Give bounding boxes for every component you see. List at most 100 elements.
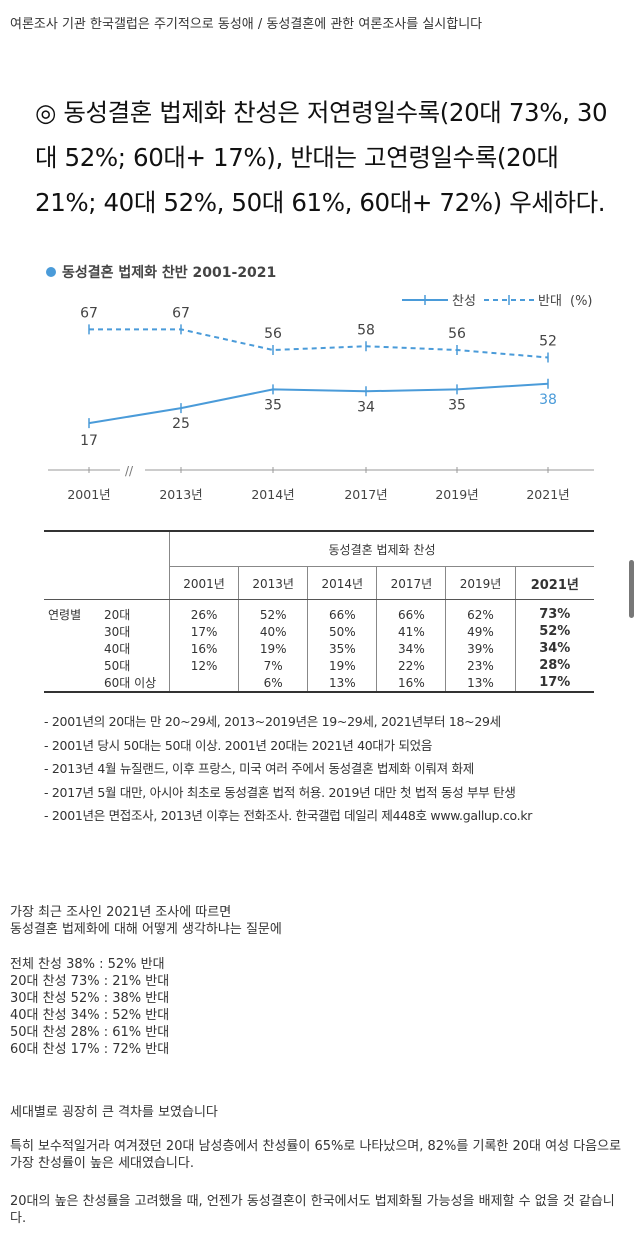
- table-corner: [44, 531, 170, 567]
- table-cell: 22%: [376, 657, 446, 674]
- table-cell: 52%: [514, 623, 594, 640]
- bullet-dot-icon: [46, 267, 56, 277]
- x-tick-label: 2019년: [435, 487, 478, 502]
- body-paragraph-3: 특히 보수적일거라 여겨졌던 20대 남성층에서 찬성률이 65%로 나타났으며…: [10, 1139, 622, 1171]
- table-cell: 34%: [376, 640, 446, 657]
- table-age: 30대: [104, 625, 131, 639]
- table-cell: 16%: [168, 640, 239, 657]
- table-year-0: 2001년: [168, 566, 239, 600]
- legend-label-series-1: 반대: [538, 294, 562, 309]
- series-line-0: [88, 382, 549, 425]
- intro-text: 여론조사 기관 한국갤럽은 주기적으로 동성애 / 동성결혼에 관한 여론조사를…: [10, 17, 483, 32]
- table-age: 20대: [104, 608, 131, 622]
- body-paragraph-2: 세대별로 굉장히 큰 격차를 보였습니다: [10, 1105, 218, 1120]
- axis-break: //: [125, 464, 134, 478]
- table-cell: 17%: [514, 674, 594, 692]
- table-cell: 40%: [238, 623, 308, 640]
- table-cell: 52%: [238, 599, 308, 623]
- table-cell: 50%: [307, 623, 377, 640]
- stat-line: 40대 찬성 34% : 52% 반대: [10, 1008, 170, 1023]
- data-label: 56: [448, 326, 466, 342]
- table-cell: 49%: [445, 623, 516, 640]
- data-label: 58: [357, 322, 375, 338]
- table-cell: 16%: [376, 674, 446, 692]
- table-year-2: 2014년: [307, 566, 377, 600]
- table-header: 동성결혼 법제화 찬성: [169, 531, 594, 567]
- table-cell: 28%: [514, 657, 594, 674]
- footnotes: - 2001년의 20대는 만 20~29세, 2013~2019년은 19~2…: [44, 710, 532, 828]
- table-cell: [168, 674, 239, 692]
- table-row-label: 30대: [44, 623, 170, 640]
- scrollbar-thumb[interactable]: [629, 560, 634, 618]
- x-tick-label: 2021년: [526, 487, 569, 502]
- table-cell: 23%: [445, 657, 516, 674]
- stat-line: 60대 찬성 17% : 72% 반대: [10, 1042, 170, 1057]
- body-line: 가장 최근 조사인 2021년 조사에 따르면: [10, 905, 232, 920]
- body-paragraph-1: 가장 최근 조사인 2021년 조사에 따르면 동성결혼 법제화에 대해 어떻게…: [10, 904, 282, 938]
- footnote: - 2017년 5월 대만, 아시아 최초로 동성결혼 법적 허용. 2019년…: [44, 784, 516, 800]
- table-cell: 39%: [445, 640, 516, 657]
- body-line: 동성결혼 법제화에 대해 어떻게 생각하냐는 질문에: [10, 922, 282, 937]
- table-age: 50대: [104, 659, 131, 673]
- series-line-1: [89, 328, 549, 359]
- footnote: - 2001년은 면접조사, 2013년 이후는 전화조사. 한국갤럽 데일리 …: [44, 808, 533, 823]
- legend-label-series-0: 찬성: [452, 294, 476, 309]
- data-label: 52: [539, 334, 557, 350]
- stat-line: 30대 찬성 52% : 38% 반대: [10, 991, 170, 1006]
- legend-unit: (%): [570, 294, 593, 309]
- table-year-1: 2013년: [238, 566, 308, 600]
- stat-line: 전체 찬성 38% : 52% 반대: [10, 957, 165, 972]
- table-group-label: 연령별: [48, 608, 82, 622]
- table-row-label: 연령별 20대: [44, 600, 170, 624]
- table-cell: 66%: [307, 599, 377, 623]
- stat-line: 50대 찬성 28% : 61% 반대: [10, 1025, 170, 1040]
- table-age: 40대: [104, 642, 131, 656]
- x-tick-label: 2017년: [344, 487, 387, 502]
- footnote: - 2001년의 20대는 만 20~29세, 2013~2019년은 19~2…: [44, 714, 501, 729]
- table-year-4: 2019년: [445, 566, 516, 600]
- table-row-label: 50대: [44, 657, 170, 674]
- table-cell: 13%: [307, 674, 377, 692]
- data-labels: 17 25 35 34 35 38 67 67 56 58 56 52: [80, 305, 557, 449]
- table-cell: 12%: [168, 657, 239, 674]
- data-label: 17: [80, 433, 98, 449]
- table-row-label: 60대 이상: [44, 674, 170, 692]
- table-cell: 41%: [376, 623, 446, 640]
- table-cell: 66%: [376, 599, 446, 623]
- footnote: - 2001년 당시 50대는 50대 이상. 2001년 20대는 2021년…: [44, 737, 433, 753]
- table-cell: 34%: [514, 640, 594, 657]
- stat-line: 20대 찬성 73% : 21% 반대: [10, 974, 170, 989]
- table-cell: 13%: [445, 674, 516, 692]
- table-cell: 62%: [445, 599, 516, 623]
- table-age: 60대 이상: [104, 676, 157, 690]
- x-tick-label: 2014년: [251, 487, 294, 502]
- data-label: 35: [264, 397, 282, 413]
- data-label: 67: [172, 305, 190, 321]
- data-label: 38: [539, 392, 557, 408]
- table-cell: 17%: [168, 623, 239, 640]
- data-label: 56: [264, 326, 282, 342]
- table-row-label: 40대: [44, 640, 170, 657]
- table-cell: 19%: [307, 657, 377, 674]
- table-cell: 6%: [238, 674, 308, 692]
- table-corner-2: [44, 566, 170, 600]
- table-cell: 7%: [238, 657, 308, 674]
- data-label: 25: [172, 416, 190, 432]
- data-label: 34: [357, 399, 375, 415]
- legend: 찬성 반대 (%): [402, 294, 593, 309]
- table-cell: 73%: [514, 599, 594, 623]
- table-year-3: 2017년: [376, 566, 446, 600]
- x-axis: // 2001년 2013년 2014년 2017년 2019년 2021년: [48, 464, 594, 502]
- headline: ◎ 동성결혼 법제화 찬성은 저연령일수록(20대 73%, 30대 52%; …: [35, 98, 608, 217]
- data-label: 67: [80, 305, 98, 321]
- body-paragraph-4: 20대의 높은 찬성률을 고려했을 때, 언젠가 동성결혼이 한국에서도 법제화…: [10, 1194, 615, 1226]
- table-cell: 19%: [238, 640, 308, 657]
- line-chart: 찬성 반대 (%) // 2001년 2013년 2014년 2017년 2019년 202…: [48, 294, 594, 502]
- stats-list: 전체 찬성 38% : 52% 반대 20대 찬성 73% : 21% 반대 3…: [10, 956, 169, 1058]
- data-label: 35: [448, 397, 466, 413]
- table-cell: 26%: [168, 599, 239, 623]
- footnote: - 2013년 4월 뉴질랜드, 이후 프랑스, 미국 여러 주에서 동성결혼 …: [44, 761, 474, 776]
- x-tick-label: 2013년: [159, 487, 202, 502]
- chart-title: 동성결혼 법제화 찬반 2001-2021: [46, 262, 276, 282]
- x-tick-label: 2001년: [67, 487, 110, 502]
